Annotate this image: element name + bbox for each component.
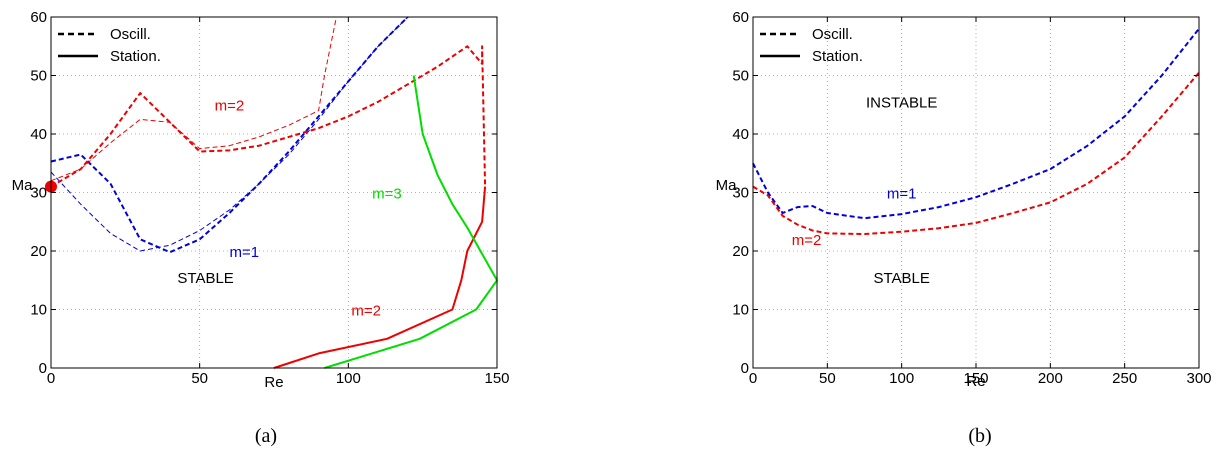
x-tick-label: 100 (336, 370, 361, 387)
panel-caption: (b) (968, 425, 991, 447)
y-tick-label: 50 (732, 68, 749, 85)
x-tick-label: 250 (1112, 370, 1137, 387)
annotation-0: INSTABLE (866, 95, 937, 112)
series-line-0 (752, 28, 1200, 220)
y-axis-label: Ma (12, 177, 33, 194)
legend-label: Oscill. (812, 26, 853, 43)
series-line-2 (50, 45, 487, 188)
x-tick-label: 300 (1186, 370, 1211, 387)
y-tick-label: 50 (30, 68, 47, 85)
series-line-4 (273, 186, 487, 369)
legend-label: Oscill. (110, 26, 151, 43)
x-tick-label: 100 (889, 370, 914, 387)
annotation-1: m=3 (372, 185, 402, 202)
legend-label: Station. (110, 48, 161, 65)
series-line-1 (50, 16, 409, 252)
series-line-1 (752, 71, 1200, 235)
series-line-0 (50, 16, 409, 254)
legend: Oscill. Station. (760, 26, 863, 65)
annotation-0: m=2 (215, 98, 245, 115)
panel-caption: (a) (255, 425, 277, 447)
y-tick-label: 0 (39, 360, 47, 377)
y-tick-label: 20 (732, 243, 749, 260)
annotation-2: m=2 (792, 232, 822, 249)
legend-label: Station. (812, 48, 863, 65)
x-tick-label: 50 (191, 370, 208, 387)
chart-0: 0 50 100 150 0 10 20 30 40 50 60 Re Ma Oscill. Station… (12, 9, 510, 447)
annotation-3: STABLE (873, 270, 929, 287)
x-tick-label: 50 (819, 370, 836, 387)
x-tick-label: 0 (47, 370, 55, 387)
x-axis-label: Re (966, 373, 985, 390)
x-tick-label: 150 (484, 370, 509, 387)
y-tick-label: 60 (732, 9, 749, 26)
annotation-4: m=2 (351, 302, 381, 319)
x-tick-label: 200 (1038, 370, 1063, 387)
x-tick-label: 0 (749, 370, 757, 387)
y-tick-label: 30 (30, 185, 47, 202)
y-tick-label: 10 (732, 302, 749, 319)
annotation-1: m=1 (887, 185, 917, 202)
x-tick-label: 150 (963, 370, 988, 387)
y-tick-label: 60 (30, 9, 47, 26)
x-axis-label: Re (264, 374, 283, 391)
legend: Oscill. Station. (58, 26, 161, 65)
y-tick-label: 0 (741, 360, 749, 377)
annotation-3: STABLE (177, 270, 233, 287)
y-tick-label: 40 (30, 126, 47, 143)
series-line-5 (324, 75, 498, 369)
plot-frame (50, 16, 498, 369)
series-line-3 (50, 16, 337, 182)
annotation-2: m=1 (229, 244, 259, 261)
chart-1: 0 50 100 150 200 250 300 0 10 20 30 40 50 60 Re Ma Oscil… (716, 9, 1212, 447)
y-tick-label: 10 (30, 302, 47, 319)
y-tick-label: 30 (732, 185, 749, 202)
y-tick-label: 20 (30, 243, 47, 260)
y-tick-label: 40 (732, 126, 749, 143)
y-axis-label: Ma (716, 177, 737, 194)
